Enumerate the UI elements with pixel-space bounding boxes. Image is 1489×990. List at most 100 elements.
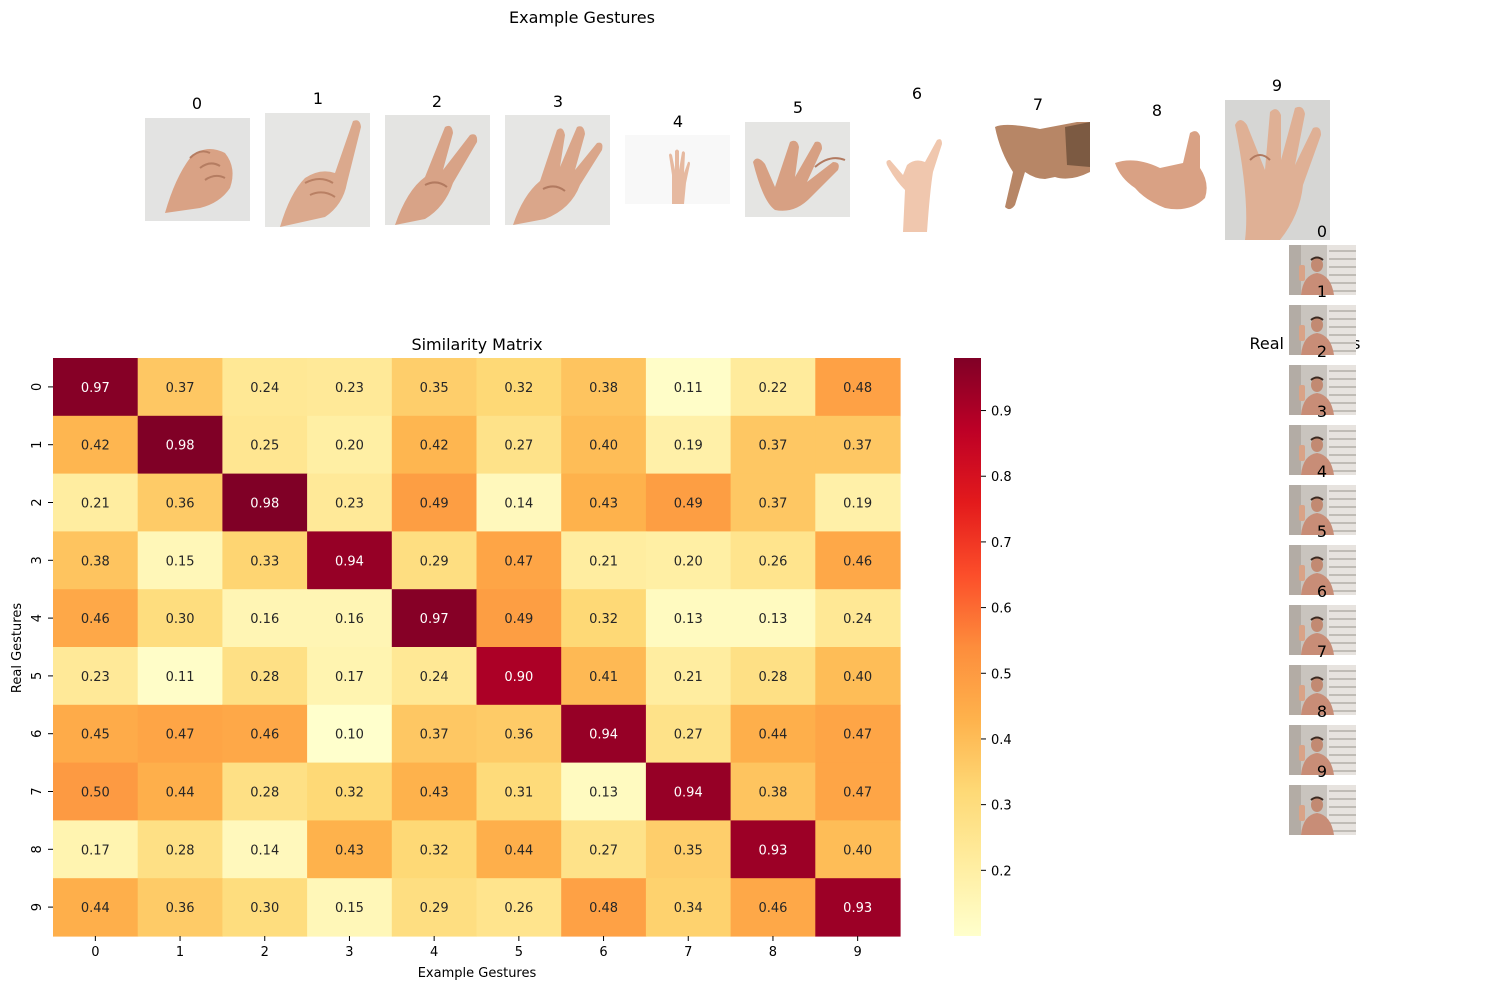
example-label-8: 8	[1151, 101, 1163, 120]
heatmap-cell-label: 0.41	[589, 670, 618, 685]
heatmap-cell-label: 0.40	[843, 843, 872, 858]
heatmap-cell-label: 0.32	[420, 843, 449, 858]
heatmap-cell	[137, 358, 223, 417]
real-photo-2	[1289, 365, 1356, 415]
heatmap-cell-label: 0.97	[81, 381, 110, 396]
heatmap-cell	[645, 531, 732, 590]
heatmap-cell	[391, 647, 478, 706]
heatmap-cell-label: 0.49	[420, 497, 449, 512]
heatmap-cell-label: 0.93	[843, 901, 872, 916]
heatmap-cell	[53, 878, 139, 937]
heatmap-cell	[561, 647, 647, 706]
heatmap-cell-label: 0.42	[81, 439, 110, 454]
heatmap-cell	[137, 473, 223, 532]
heatmap-cell	[391, 415, 478, 475]
real-photo-5	[1289, 545, 1356, 595]
heatmap-cell-label: 0.13	[674, 612, 703, 627]
heatmap-cell	[137, 820, 223, 879]
heatmap-cell	[561, 415, 647, 475]
heatmap-cell	[645, 589, 732, 648]
heatmap-cell	[476, 589, 562, 648]
heatmap-cell-label: 0.43	[335, 843, 364, 858]
heatmap-cell-label: 0.17	[335, 670, 364, 685]
real-label-9: 9	[1316, 762, 1328, 781]
heatmap-cell	[645, 473, 732, 532]
heatmap-cell-label: 0.17	[81, 843, 110, 858]
heatmap-cell-label: 0.46	[250, 728, 279, 743]
heatmap-cell	[815, 358, 901, 417]
heatmap-cell	[730, 589, 816, 648]
heatmap-cell-label: 0.90	[504, 670, 533, 685]
real-photo-6	[1289, 605, 1356, 655]
heatmap-cell-label: 0.20	[335, 439, 364, 454]
heatmap-cell-label: 0.14	[504, 497, 533, 512]
heatmap-cell-label: 0.94	[674, 786, 703, 801]
heatmap-cell-label: 0.32	[335, 786, 364, 801]
heatmap-cell-label: 0.32	[504, 381, 533, 396]
heatmap-cell-label: 0.34	[674, 901, 703, 916]
example-label-4: 4	[672, 112, 684, 131]
heatmap-y-axis-label: Real Gestures	[10, 603, 25, 693]
real-label-7: 7	[1316, 642, 1328, 661]
heatmap-cell	[476, 820, 562, 879]
gesture-photo-9	[1225, 100, 1330, 240]
heatmap-cell	[391, 589, 478, 648]
heatmap-cell	[222, 647, 308, 706]
heatmap-cell	[730, 762, 816, 821]
x-tick-label: 1	[176, 945, 184, 960]
heatmap-cell	[53, 762, 139, 821]
real-photo-7	[1289, 665, 1356, 715]
heatmap-cell	[476, 762, 562, 821]
heatmap-cell	[222, 878, 308, 937]
gesture-photo-5	[745, 122, 850, 217]
heatmap-cell	[53, 589, 139, 648]
heatmap-cell	[645, 704, 732, 764]
heatmap-cell-label: 0.49	[504, 612, 533, 627]
heatmap-cell	[476, 704, 562, 764]
heatmap-cell-label: 0.36	[166, 901, 195, 916]
heatmap-cell-label: 0.22	[758, 381, 787, 396]
heatmap-cell	[815, 878, 901, 937]
heatmap-cell	[391, 473, 478, 532]
heatmap-title: Similarity Matrix	[411, 335, 542, 354]
real-photo-9	[1289, 785, 1356, 835]
heatmap-cell	[730, 415, 816, 475]
heatmap-cell-label: 0.44	[504, 843, 533, 858]
heatmap-cell-label: 0.46	[758, 901, 787, 916]
heatmap-cell	[645, 647, 732, 706]
heatmap-cell-label: 0.33	[250, 554, 279, 569]
heatmap-cell	[137, 589, 223, 648]
heatmap-cell-label: 0.28	[250, 670, 279, 685]
heatmap-cell-label: 0.50	[81, 786, 110, 801]
heatmap-cell-label: 0.37	[843, 439, 872, 454]
y-tick-label: 8	[30, 845, 45, 853]
gesture-photo-6	[865, 110, 970, 232]
heatmap-cell-label: 0.38	[758, 786, 787, 801]
heatmap-cell-label: 0.30	[166, 612, 195, 627]
heatmap-cell-label: 0.45	[81, 728, 110, 743]
heatmap-cell-label: 0.94	[589, 728, 618, 743]
heatmap-cell-label: 0.94	[335, 554, 364, 569]
heatmap-cell	[815, 473, 901, 532]
heatmap-cell-label: 0.11	[166, 670, 195, 685]
heatmap-cell-label: 0.25	[250, 439, 279, 454]
real-label-3: 3	[1316, 402, 1328, 421]
heatmap-cell-label: 0.36	[166, 497, 195, 512]
real-photo-0	[1289, 245, 1356, 295]
heatmap-cell	[53, 358, 139, 417]
heatmap-cell-label: 0.35	[420, 381, 449, 396]
gesture-photo-4	[625, 135, 730, 204]
example-label-3: 3	[552, 92, 564, 111]
heatmap-cell-label: 0.29	[420, 554, 449, 569]
heatmap-cell-label: 0.28	[166, 843, 195, 858]
heatmap-cell	[561, 762, 647, 821]
colorbar-tick-label: 0.8	[991, 470, 1012, 485]
real-label-1: 1	[1316, 282, 1328, 301]
y-tick-label: 6	[30, 730, 45, 738]
heatmap-cell-label: 0.28	[250, 786, 279, 801]
heatmap-cell	[53, 704, 139, 764]
heatmap-cell	[137, 647, 223, 706]
gesture-photo-7	[985, 117, 1090, 212]
heatmap-cell-label: 0.19	[843, 497, 872, 512]
heatmap-cell	[53, 473, 139, 532]
